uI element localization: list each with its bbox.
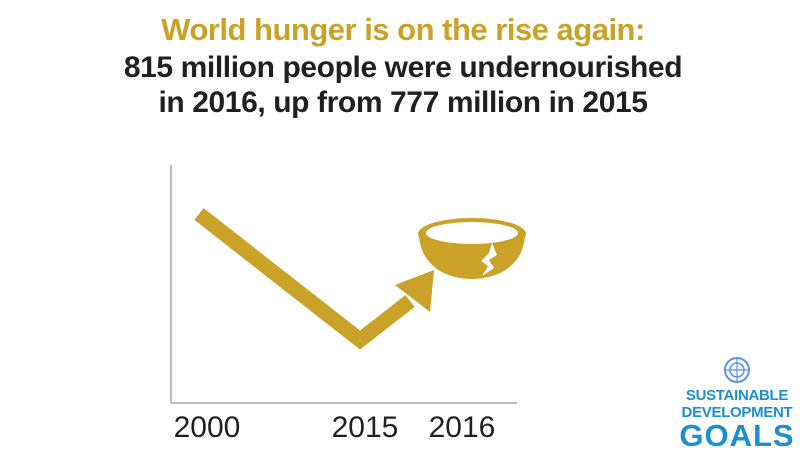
headline-subtitle-line-1: 815 million people were undernourished bbox=[123, 51, 683, 84]
headline-subtitle-line-2: in 2016, up from 777 million in 2015 bbox=[158, 85, 648, 119]
headline-title: World hunger is on the rise again: bbox=[161, 12, 645, 47]
series-line bbox=[194, 208, 415, 350]
sdg-logo-line-1: SUSTAINABLE bbox=[685, 387, 789, 404]
sdg-logo-goals: GOALS bbox=[679, 418, 795, 453]
headline: World hunger is on the rise again: 815 m… bbox=[0, 14, 806, 120]
bowl-rim-inner bbox=[426, 222, 518, 244]
un-emblem-icon bbox=[724, 357, 750, 383]
x-tick-label-2015: 2015 bbox=[332, 411, 399, 444]
x-tick-label-2016: 2016 bbox=[429, 411, 496, 444]
x-tick-label-2000: 2000 bbox=[174, 411, 241, 444]
sdg-logo-line-2: DEVELOPMENT bbox=[681, 404, 793, 421]
sdg-logo: SUSTAINABLE DEVELOPMENT GOALS bbox=[676, 355, 798, 451]
cracked-bowl-icon bbox=[418, 218, 526, 279]
series-arrowhead bbox=[395, 270, 434, 312]
bowl-body bbox=[419, 236, 525, 279]
bowl-crack bbox=[481, 243, 497, 276]
